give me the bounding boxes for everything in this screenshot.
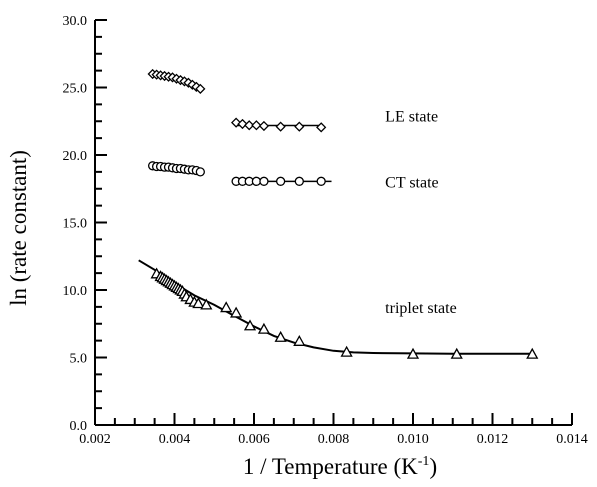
x-tick-label: 0.002 — [79, 432, 111, 447]
data-point-circle — [317, 177, 325, 185]
axes: 0.05.010.015.020.025.030.00.002 0.004 0.00… — [63, 14, 588, 447]
data-point-circle — [260, 177, 268, 185]
x-axis-title-suffix: ) — [429, 454, 437, 479]
x-tick-label: 0.014 — [556, 432, 588, 447]
y-tick-label: 15.0 — [63, 217, 88, 232]
x-axis-title-superscript: -1 — [418, 454, 430, 469]
x-tick-label: 0.006 — [238, 432, 270, 447]
x-tick-label: 0.004 — [159, 432, 191, 447]
data-point-circle — [277, 177, 285, 185]
y-tick-label: 10.0 — [63, 284, 88, 299]
x-tick-label: 0.012 — [477, 432, 509, 447]
series-triangle: triplet state — [139, 260, 538, 358]
data-point-diamond — [276, 122, 284, 130]
x-axis-title-main: 1 / Temperature (K — [243, 454, 418, 479]
y-axis-title: ln (rate constant) — [6, 150, 31, 306]
data-point-circle — [252, 177, 260, 185]
series-label: triplet state — [385, 300, 457, 317]
y-tick-label: 20.0 — [63, 149, 88, 164]
y-tick-label: 25.0 — [63, 82, 88, 97]
data-point-triangle — [201, 300, 211, 309]
data-point-circle — [295, 177, 303, 185]
data-point-diamond — [252, 121, 260, 129]
data-point-circle — [196, 168, 204, 176]
x-tick-label: 0.010 — [397, 432, 429, 447]
data-point-diamond — [317, 123, 325, 131]
data-point-triangle — [231, 308, 241, 317]
plot-area: LE state CT state triplet state — [139, 70, 538, 358]
data-point-triangle — [221, 303, 231, 312]
x-tick-label: 0.008 — [318, 432, 350, 447]
data-point-diamond — [295, 122, 303, 130]
series-label: LE state — [385, 108, 438, 125]
data-point-triangle — [294, 336, 304, 345]
series-circle: CT state — [149, 162, 439, 192]
data-point-diamond — [260, 122, 268, 130]
y-tick-label: 5.0 — [70, 352, 88, 367]
x-axis-title: 1 / Temperature (K-1) — [243, 454, 437, 479]
series-label: CT state — [385, 174, 438, 191]
series-diamond: LE state — [148, 70, 438, 132]
y-tick-label: 30.0 — [63, 14, 88, 29]
